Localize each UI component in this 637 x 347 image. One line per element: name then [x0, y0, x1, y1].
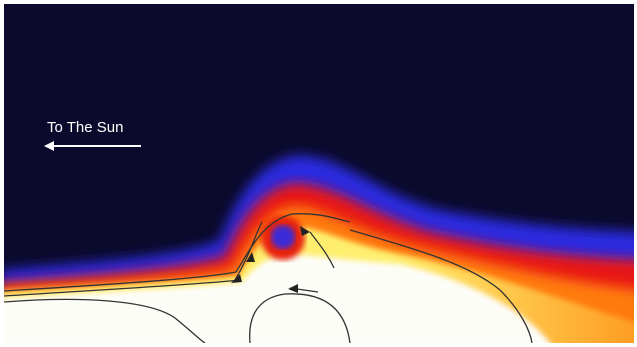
sun-label: To The Sun [47, 119, 123, 136]
simulation-image: To The Sun [0, 0, 637, 347]
plasma-field: To The Sun [0, 4, 637, 347]
loop-core [271, 225, 295, 249]
page: {"label": "To The Sun"} [0, 0, 637, 347]
